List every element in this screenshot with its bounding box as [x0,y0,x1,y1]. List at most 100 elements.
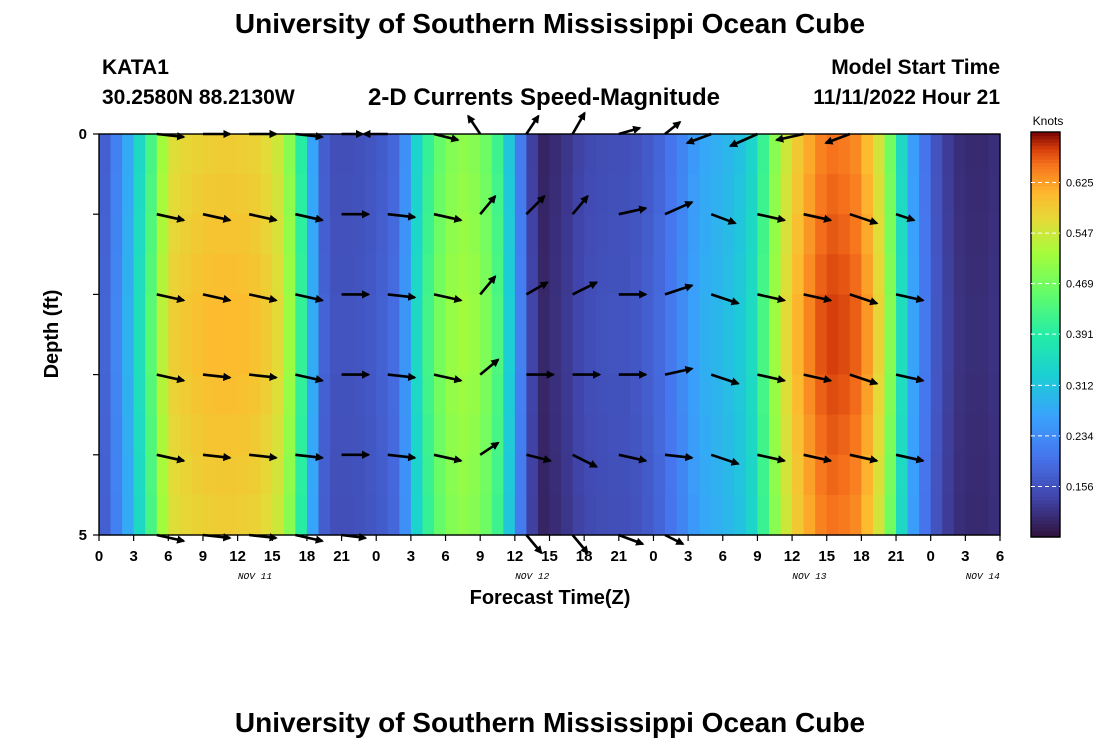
heatmap-cell [907,414,920,456]
heatmap-cell [630,214,643,255]
heatmap-cell [445,334,458,376]
heatmap-cell [283,134,296,175]
heatmap-cell [896,174,909,215]
heatmap-cell [99,454,112,496]
heatmap-cell [537,454,551,496]
heatmap-cell [122,294,135,336]
x-axis-label: Forecast Time(Z) [470,587,631,609]
heatmap-cell [237,414,250,456]
heatmap-cell [179,494,193,536]
heatmap-cell [815,414,828,456]
heatmap-cell [965,454,978,496]
heatmap-cell [722,134,735,175]
heatmap-cell [122,494,135,536]
model-start-time: 11/11/2022 Hour 21 [813,86,1000,109]
heatmap-cell [757,414,770,456]
heatmap-cell [480,374,493,416]
heatmap-cell [699,134,712,175]
heatmap-cell [122,254,135,295]
heatmap-cell [942,334,955,376]
heatmap-cell [942,454,955,496]
heatmap-cell [283,254,296,295]
heatmap-cell [202,374,216,416]
heatmap-cell [168,414,181,456]
heatmap-cell [561,174,574,215]
heatmap-cell [364,214,377,255]
heatmap-cell [433,454,447,496]
x-tick-label: 6 [441,548,449,565]
current-vector [895,373,925,384]
heatmap-cell [872,494,886,536]
heatmap-cell [745,454,759,496]
heatmap-cell [226,454,239,496]
heatmap-cell [272,134,285,175]
heatmap-cell [665,414,678,456]
heatmap-cell [803,334,816,376]
heatmap-cell [688,494,701,536]
heatmap-cell [410,454,424,496]
heatmap-cell [757,334,770,376]
heatmap-cell [526,454,539,496]
heatmap-cell [919,134,932,175]
heatmap-cell [330,494,343,536]
heatmap-cell [641,414,655,456]
colorbar-segment [1031,304,1060,309]
heatmap-cell [410,414,424,456]
current-vector [572,453,599,468]
colorbar-segment [1031,263,1060,268]
heatmap-cell [422,134,435,175]
colorbar-segment [1031,425,1060,430]
heatmap-cell [399,494,412,536]
heatmap-cell [584,174,597,215]
heatmap-cell [919,454,932,496]
heatmap-cell [457,294,470,336]
colorbar-segment [1031,378,1060,383]
heatmap-cell [584,134,597,175]
y-tick-label: 5 [79,527,87,544]
current-vector [728,132,758,148]
colorbar-segment [1031,472,1060,477]
current-vector [433,373,463,384]
heatmap-cell [306,174,320,215]
current-vector [849,212,879,226]
heatmap-cell [641,494,655,536]
heatmap-cell [607,254,620,295]
heatmap-cell [330,134,343,175]
heatmap-cell [965,254,978,295]
heatmap-cell [872,414,886,456]
heatmap-cell [757,294,770,336]
heatmap-cell [572,454,585,496]
current-vector [433,293,463,304]
heatmap-cell [815,294,828,336]
heatmap-cell [433,294,447,336]
heatmap-cell [988,174,1001,215]
heatmap-cell [711,414,724,456]
heatmap-cell [549,134,562,175]
heatmap-cell [99,494,112,536]
heatmap-cell [168,134,181,175]
heatmap-cell [214,334,227,376]
heatmap-cell [734,414,747,456]
heatmap-cell [433,494,447,536]
heatmap-cell [168,454,181,496]
heatmap-cell [110,294,123,336]
heatmap-cell [607,334,620,376]
heatmap-cell [387,134,400,175]
heatmap-cell [491,214,504,255]
heatmap-cell [930,174,943,215]
heatmap-cell [399,374,412,416]
heatmap-cell [295,214,308,255]
colorbar-segment [1031,385,1060,390]
heatmap-cell [353,414,366,456]
heatmap-cell [226,374,239,416]
heatmap-cell [306,374,320,416]
heatmap-cell [641,334,655,376]
colorbar-segment [1031,132,1060,136]
heatmap-cell [295,254,308,295]
heatmap-cell [457,214,470,255]
heatmap-cell [919,334,932,376]
heatmap-cell [457,374,470,416]
heatmap-cell [699,494,712,536]
heatmap-cell [306,254,320,295]
heatmap-cell [145,254,158,295]
